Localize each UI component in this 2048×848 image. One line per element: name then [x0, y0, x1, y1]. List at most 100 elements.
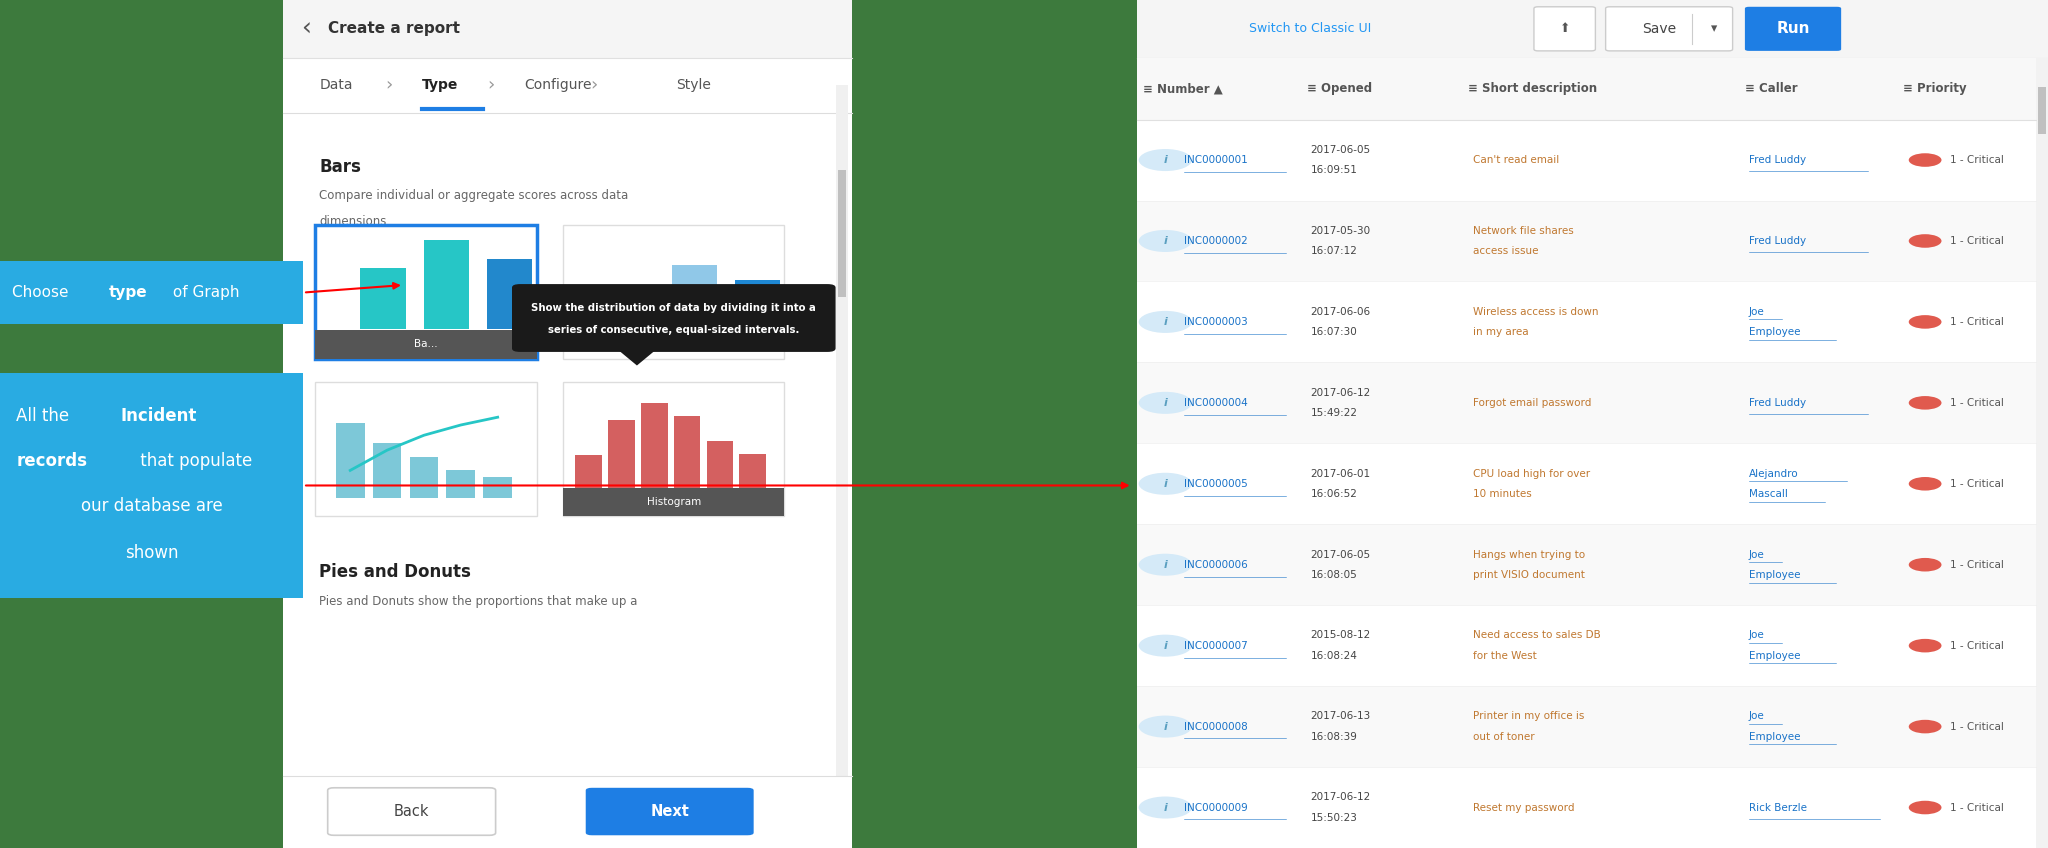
- Text: series of consecutive, equal-sized intervals.: series of consecutive, equal-sized inter…: [549, 326, 799, 335]
- Text: 2017-06-12: 2017-06-12: [1311, 388, 1370, 398]
- Text: i: i: [1163, 155, 1167, 165]
- FancyBboxPatch shape: [1534, 7, 1595, 51]
- Text: 2017-06-05: 2017-06-05: [1311, 550, 1370, 560]
- Bar: [283, 58, 852, 113]
- Text: INC0000006: INC0000006: [1184, 560, 1247, 570]
- Text: Rick Berzle: Rick Berzle: [1749, 802, 1806, 812]
- Bar: [283, 776, 852, 848]
- Bar: [410, 457, 438, 498]
- Text: ›: ›: [385, 76, 393, 94]
- Bar: [0, 261, 303, 324]
- Bar: [1137, 0, 2048, 848]
- Bar: [641, 403, 668, 488]
- Text: 16:08:39: 16:08:39: [1311, 732, 1358, 742]
- Text: for the West: for the West: [1473, 650, 1536, 661]
- Text: INC0000001: INC0000001: [1184, 155, 1247, 165]
- Text: Compare individual or aggregate scores across data: Compare individual or aggregate scores a…: [319, 189, 629, 202]
- Circle shape: [1139, 634, 1192, 656]
- Bar: [674, 416, 700, 488]
- Text: 1 - Critical: 1 - Critical: [1950, 236, 2003, 246]
- Text: INC0000004: INC0000004: [1184, 398, 1247, 408]
- Circle shape: [1139, 716, 1192, 738]
- Text: dimensions.: dimensions.: [319, 215, 391, 227]
- Circle shape: [1139, 796, 1192, 818]
- Circle shape: [1139, 149, 1192, 171]
- Circle shape: [1909, 801, 1942, 814]
- Text: INC0000002: INC0000002: [1184, 236, 1247, 246]
- Text: Back: Back: [393, 804, 430, 819]
- Text: in my area: in my area: [1473, 327, 1528, 338]
- Bar: [1137, 200, 2036, 282]
- Text: ≡ Priority: ≡ Priority: [1903, 82, 1966, 95]
- Text: ›: ›: [487, 76, 496, 94]
- Text: Next: Next: [651, 804, 688, 819]
- Text: CPU load high for over: CPU load high for over: [1473, 469, 1589, 478]
- Text: Fred Luddy: Fred Luddy: [1749, 236, 1806, 246]
- Text: Data: Data: [319, 78, 352, 92]
- Text: Joe: Joe: [1749, 550, 1765, 560]
- Bar: [1137, 58, 2036, 120]
- Text: Network file shares: Network file shares: [1473, 226, 1573, 236]
- Text: 2017-06-06: 2017-06-06: [1311, 307, 1370, 317]
- Text: 1 - Critical: 1 - Critical: [1950, 155, 2003, 165]
- Text: 1 - Critical: 1 - Critical: [1950, 722, 2003, 732]
- Text: 2017-06-12: 2017-06-12: [1311, 792, 1370, 802]
- Bar: [707, 441, 733, 488]
- Text: 15:49:22: 15:49:22: [1311, 408, 1358, 418]
- Text: shown: shown: [125, 544, 178, 562]
- Text: Switch to Classic UI: Switch to Classic UI: [1249, 22, 1372, 36]
- Bar: [446, 470, 475, 498]
- Circle shape: [1139, 392, 1192, 414]
- Text: type: type: [109, 285, 147, 300]
- Text: Bars: Bars: [319, 158, 360, 176]
- Circle shape: [1909, 558, 1942, 572]
- Circle shape: [1909, 315, 1942, 329]
- Bar: [373, 443, 401, 498]
- Text: Forgot email password: Forgot email password: [1473, 398, 1591, 408]
- Text: Ba...: Ba...: [414, 339, 438, 349]
- FancyBboxPatch shape: [586, 788, 754, 835]
- Text: i: i: [1163, 640, 1167, 650]
- Text: Hangs when trying to: Hangs when trying to: [1473, 550, 1585, 560]
- Text: Configure: Configure: [524, 78, 592, 92]
- Text: i: i: [1163, 236, 1167, 246]
- Text: INC0000005: INC0000005: [1184, 479, 1247, 488]
- Text: 16:06:52: 16:06:52: [1311, 489, 1358, 499]
- Bar: [1137, 120, 2036, 200]
- Text: 16:07:12: 16:07:12: [1311, 246, 1358, 256]
- Circle shape: [1909, 720, 1942, 734]
- Text: 1 - Critical: 1 - Critical: [1950, 802, 2003, 812]
- Text: ‹: ‹: [301, 17, 311, 41]
- FancyBboxPatch shape: [315, 382, 537, 516]
- Bar: [283, 0, 852, 58]
- Text: Show the distribution of data by dividing it into a: Show the distribution of data by dividin…: [530, 304, 817, 313]
- Text: 1 - Critical: 1 - Critical: [1950, 640, 2003, 650]
- Text: 2017-06-13: 2017-06-13: [1311, 711, 1370, 722]
- Circle shape: [1139, 554, 1192, 576]
- Text: Joe: Joe: [1749, 711, 1765, 722]
- Bar: [283, 0, 852, 848]
- Text: Wireless access is down: Wireless access is down: [1473, 307, 1597, 317]
- Bar: [1137, 362, 2036, 444]
- Text: INC0000008: INC0000008: [1184, 722, 1247, 732]
- Text: Type: Type: [422, 78, 459, 92]
- Text: Save: Save: [1642, 22, 1677, 36]
- Text: 1 - Critical: 1 - Critical: [1950, 479, 2003, 488]
- Text: Pies and Donuts show the proportions that make up a: Pies and Donuts show the proportions tha…: [319, 595, 637, 608]
- Bar: [336, 423, 365, 498]
- Text: Mascall: Mascall: [1749, 489, 1788, 499]
- FancyBboxPatch shape: [512, 284, 836, 352]
- FancyBboxPatch shape: [563, 382, 784, 516]
- Text: Choose: Choose: [12, 285, 74, 300]
- Text: Employee: Employee: [1749, 570, 1800, 580]
- Bar: [1137, 686, 2036, 767]
- Text: i: i: [1163, 317, 1167, 327]
- Circle shape: [1909, 396, 1942, 410]
- Text: print VISIO document: print VISIO document: [1473, 570, 1585, 580]
- Text: Pies and Donuts: Pies and Donuts: [319, 563, 471, 581]
- Text: Joe: Joe: [1749, 630, 1765, 640]
- Circle shape: [1139, 230, 1192, 252]
- Text: that populate: that populate: [135, 452, 252, 470]
- Text: ≡ Opened: ≡ Opened: [1307, 82, 1372, 95]
- Circle shape: [1909, 639, 1942, 652]
